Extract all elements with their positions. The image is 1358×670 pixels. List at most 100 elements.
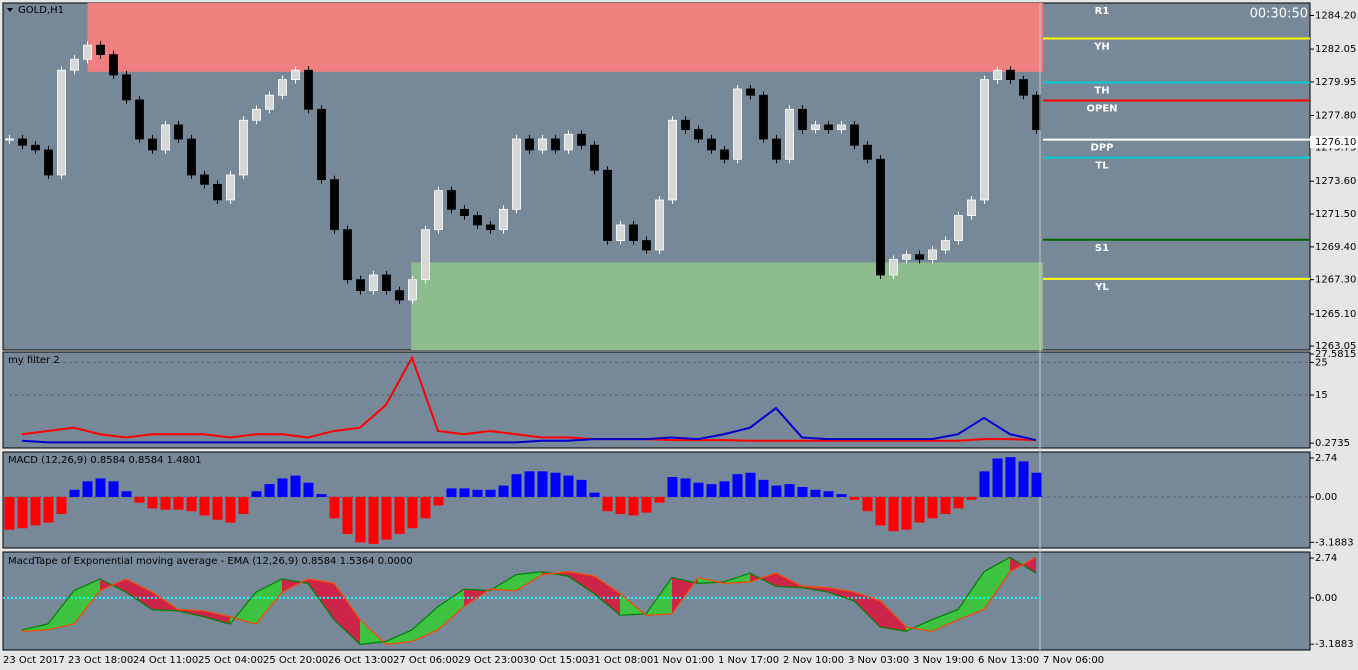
candle bbox=[278, 79, 287, 96]
macd-bar bbox=[810, 489, 821, 497]
candle bbox=[213, 183, 222, 201]
y-tick-label: 1279.95 bbox=[1315, 77, 1356, 88]
candle bbox=[655, 199, 664, 251]
candle bbox=[538, 138, 547, 151]
macd-bar bbox=[563, 475, 574, 497]
candle bbox=[174, 124, 183, 140]
candle bbox=[83, 44, 92, 60]
candle bbox=[395, 290, 404, 301]
x-tick-label: 1 Nov 17:00 bbox=[718, 655, 779, 666]
tape-band bbox=[932, 609, 958, 632]
macd-bar bbox=[69, 489, 80, 497]
candle bbox=[148, 138, 157, 151]
candle bbox=[304, 69, 313, 110]
x-tick-label: 27 Oct 06:00 bbox=[393, 655, 458, 666]
macd-bar bbox=[914, 496, 925, 523]
candle bbox=[265, 94, 274, 110]
candle bbox=[798, 108, 807, 131]
macd-bar bbox=[589, 492, 600, 497]
y-tick-label: 15 bbox=[1315, 390, 1328, 401]
candle bbox=[109, 54, 118, 76]
candle bbox=[447, 190, 456, 210]
tape-band bbox=[126, 579, 152, 610]
macd-bar bbox=[784, 484, 795, 497]
filter-line bbox=[21, 406, 1037, 444]
candle bbox=[473, 215, 482, 226]
y-tick-label: 1263.05 bbox=[1315, 341, 1356, 352]
filter-panel bbox=[2, 351, 1311, 449]
macd-bar bbox=[316, 494, 327, 497]
macd-bar bbox=[823, 491, 834, 497]
candle bbox=[837, 124, 846, 131]
tape-band bbox=[256, 579, 282, 625]
x-tick-label: 1 Nov 01:00 bbox=[653, 655, 714, 666]
candle bbox=[746, 88, 755, 96]
candle bbox=[291, 69, 300, 80]
candle bbox=[759, 94, 768, 140]
tape-band bbox=[958, 571, 984, 620]
macd-bar bbox=[121, 491, 132, 497]
macd-bar bbox=[693, 482, 704, 497]
x-tick-label: 24 Oct 11:00 bbox=[133, 655, 198, 666]
y-tick-label: -3.1883 bbox=[1315, 639, 1354, 650]
macd-bar bbox=[992, 458, 1003, 497]
macd-bar bbox=[264, 484, 275, 497]
x-tick-label: 3 Nov 19:00 bbox=[913, 655, 974, 666]
zone bbox=[87, 3, 1043, 72]
candle bbox=[590, 144, 599, 171]
level-label: YH bbox=[1093, 41, 1110, 52]
y-tick-label: -3.1883 bbox=[1315, 537, 1354, 548]
candle bbox=[44, 149, 53, 176]
candle bbox=[317, 108, 326, 181]
macd-bar bbox=[797, 486, 808, 497]
macd-bar bbox=[771, 485, 782, 497]
macd-bar bbox=[108, 481, 119, 497]
y-tick-label: 0.00 bbox=[1315, 593, 1337, 604]
marks: R1 YH TH OPEN DPP TL S1 YL bbox=[3, 3, 1310, 650]
candle bbox=[850, 124, 859, 146]
y-tick-label: 1269.40 bbox=[1315, 242, 1356, 253]
macd-bar bbox=[524, 471, 535, 497]
macd-bar bbox=[901, 496, 912, 530]
tape-band bbox=[568, 571, 594, 594]
candle bbox=[460, 208, 469, 216]
macd-bar bbox=[680, 478, 691, 497]
x-tick-label: 6 Nov 13:00 bbox=[978, 655, 1039, 666]
candle bbox=[785, 108, 794, 160]
macd-bar bbox=[329, 496, 340, 519]
y-tick-label: 1271.50 bbox=[1315, 209, 1356, 220]
candle bbox=[161, 124, 170, 151]
candle bbox=[239, 119, 248, 176]
candle bbox=[642, 240, 651, 251]
macd-bar bbox=[147, 496, 158, 509]
candle bbox=[421, 229, 430, 281]
candle bbox=[330, 179, 339, 231]
macd-bar bbox=[550, 472, 561, 497]
tape-line bbox=[21, 556, 1037, 645]
tape-line bbox=[21, 556, 1037, 645]
candle bbox=[928, 249, 937, 260]
candle bbox=[18, 138, 27, 146]
candle bbox=[525, 138, 534, 151]
candle bbox=[603, 169, 612, 241]
timer: 00:30:50 bbox=[1250, 7, 1308, 22]
candle bbox=[5, 138, 14, 141]
macd-bar bbox=[134, 496, 145, 503]
x-tick-label: 31 Oct 08:00 bbox=[588, 655, 653, 666]
x-tick-label: 23 Oct 2017 bbox=[3, 655, 65, 666]
macd-bar bbox=[251, 491, 262, 497]
macd-bar bbox=[615, 496, 626, 515]
candle bbox=[707, 138, 716, 151]
candle bbox=[226, 174, 235, 201]
macd-bar bbox=[758, 479, 769, 497]
y-tick-label: 0.00 bbox=[1315, 492, 1337, 503]
macd-title: MACD (12,26,9) 0.8584 0.8584 1.4801 bbox=[8, 455, 202, 466]
menu-arrow bbox=[7, 8, 13, 12]
tape-band bbox=[48, 590, 74, 630]
price-label: 1276.10 bbox=[1315, 137, 1356, 148]
tape-band bbox=[854, 592, 880, 627]
candle bbox=[980, 79, 989, 201]
candle bbox=[902, 254, 911, 260]
macd-bar bbox=[160, 496, 171, 510]
candle bbox=[408, 279, 417, 301]
